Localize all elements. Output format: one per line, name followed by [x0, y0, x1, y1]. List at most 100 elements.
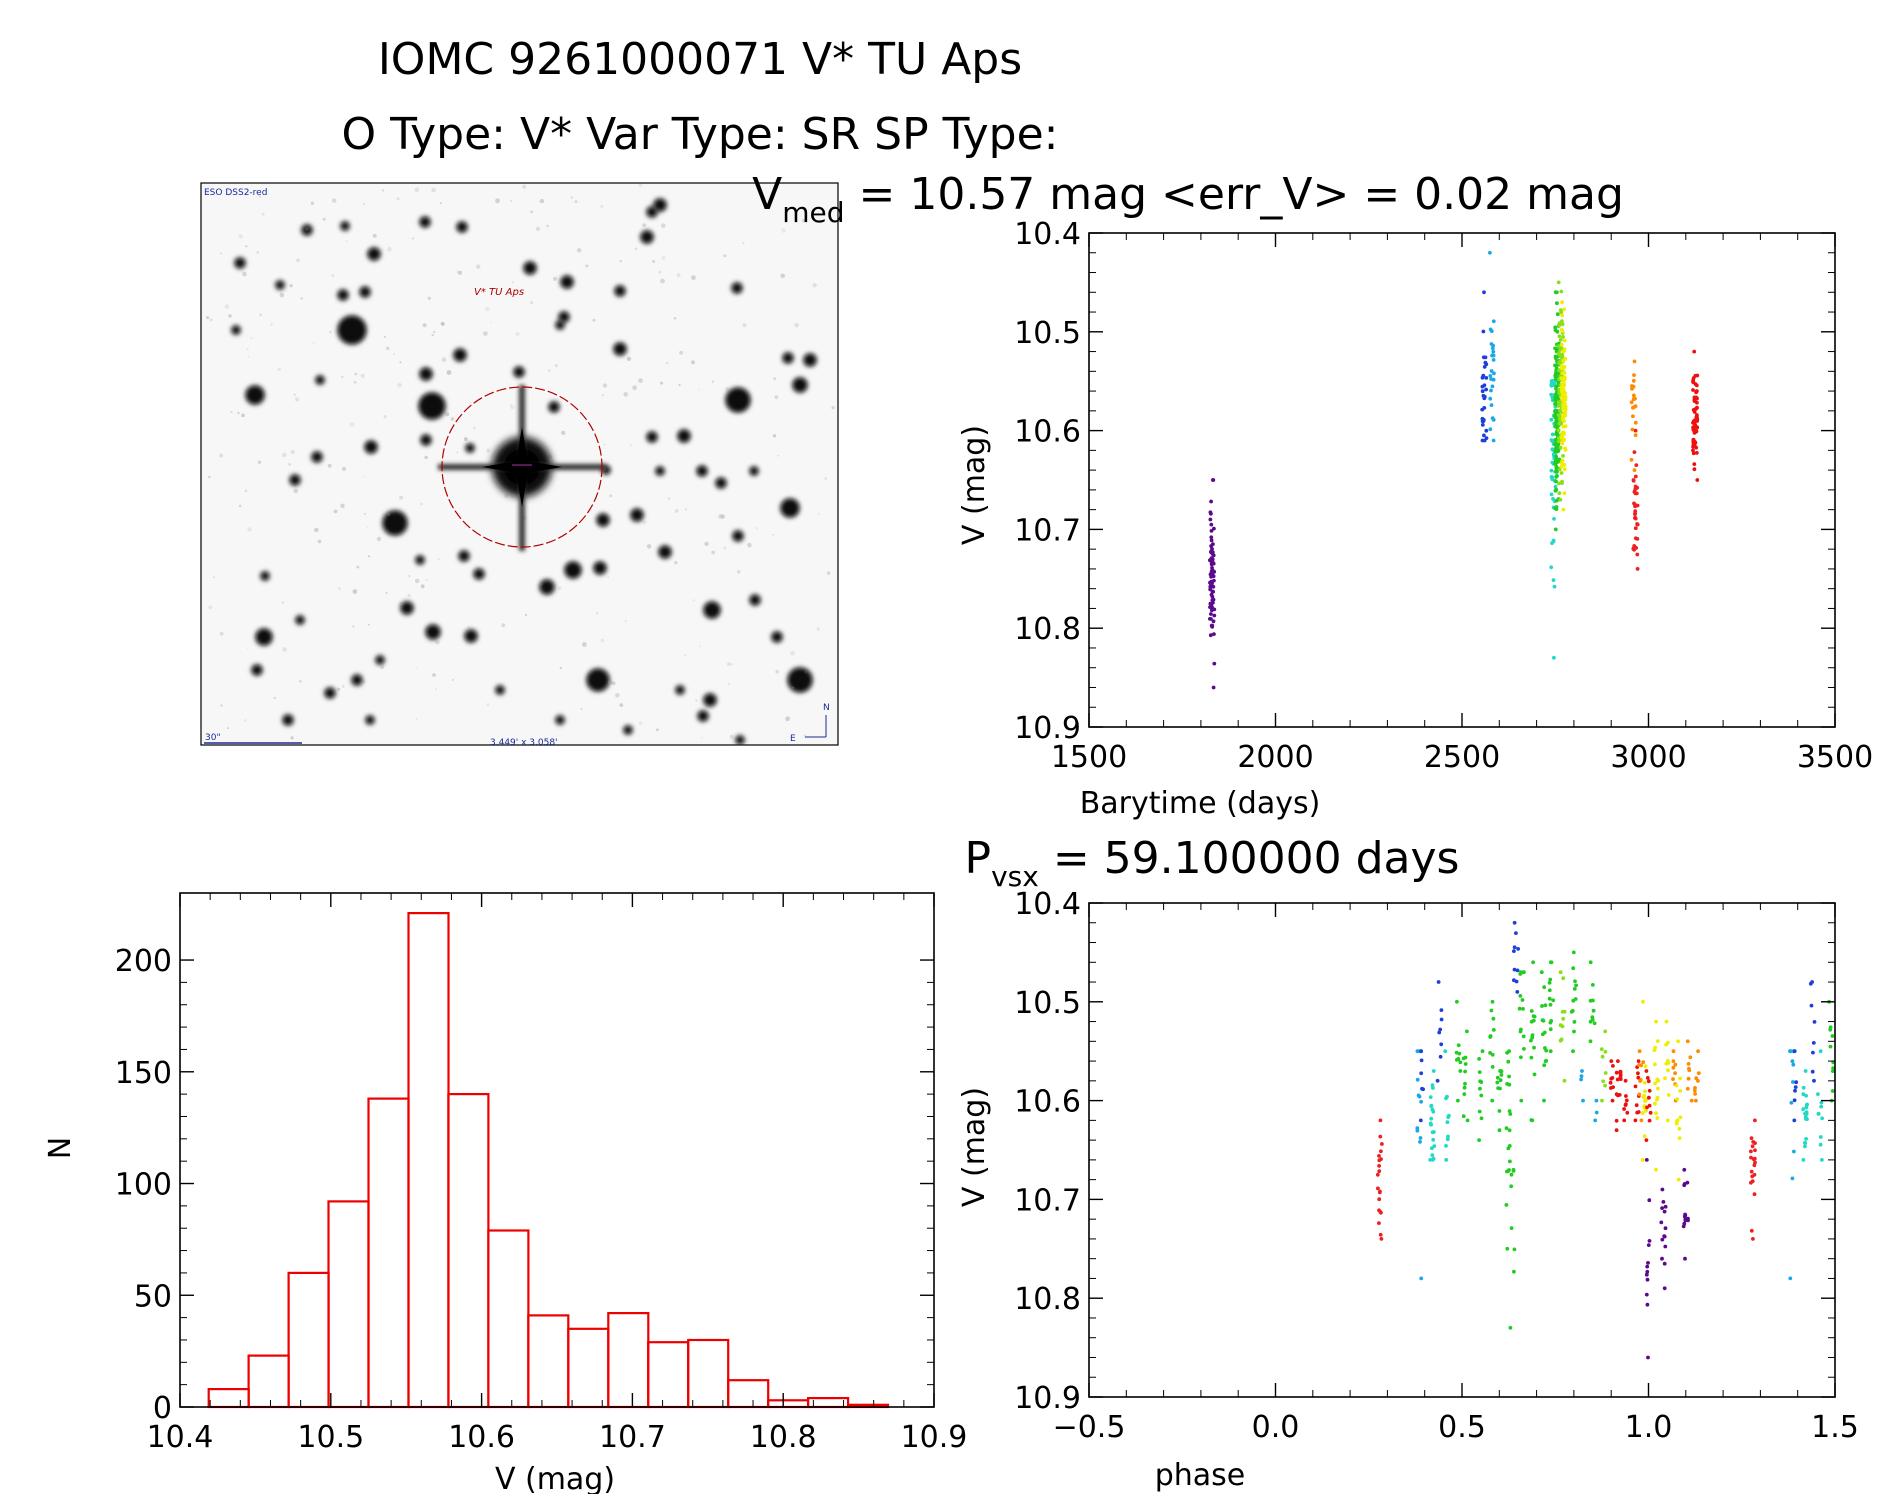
- sky-speckle: [376, 536, 382, 542]
- data-point: [1818, 1142, 1823, 1147]
- data-point: [1696, 1049, 1700, 1054]
- field-star: [641, 231, 653, 243]
- data-point: [1507, 1128, 1512, 1133]
- sky-speckle: [439, 202, 442, 205]
- sky-speckle: [603, 443, 606, 446]
- data-point: [1591, 1008, 1596, 1013]
- sky-speckle: [382, 513, 385, 516]
- sky-speckle: [530, 301, 534, 305]
- data-point: [1676, 1177, 1681, 1182]
- data-point: [1560, 1009, 1565, 1014]
- data-point: [1465, 1029, 1469, 1034]
- data-point: [1792, 1118, 1797, 1123]
- data-point: [1559, 464, 1564, 469]
- field-star: [457, 222, 467, 232]
- sky-speckle: [424, 455, 428, 460]
- sky-speckle: [422, 323, 427, 328]
- sky-speckle: [660, 381, 663, 385]
- data-point: [1678, 1089, 1683, 1093]
- data-point: [1558, 338, 1563, 342]
- field-star: [338, 290, 348, 300]
- field-star: [465, 630, 477, 642]
- field-star: [365, 441, 377, 453]
- data-point: [1656, 1086, 1660, 1091]
- histogram-bar: [327, 1200, 370, 1409]
- data-point: [1529, 1038, 1533, 1043]
- data-point: [1212, 526, 1216, 531]
- data-point: [1518, 994, 1523, 998]
- sky-speckle: [831, 406, 835, 410]
- sky-speckle: [511, 281, 514, 284]
- sky-speckle: [630, 444, 632, 446]
- field-star: [256, 629, 272, 645]
- data-point: [1750, 1144, 1755, 1149]
- data-point: [1803, 1140, 1807, 1145]
- data-point: [1488, 1035, 1493, 1039]
- data-point: [1639, 1118, 1644, 1123]
- lightcurve-ylabel: V (mag): [957, 425, 992, 545]
- data-point: [1791, 1080, 1795, 1084]
- data-point: [1480, 389, 1485, 394]
- data-point: [1594, 1098, 1599, 1103]
- data-point: [1431, 1086, 1435, 1090]
- field-star: [459, 551, 469, 561]
- field-star: [325, 688, 335, 698]
- data-point: [1600, 1054, 1605, 1059]
- data-point: [1548, 1027, 1553, 1032]
- data-point: [1550, 541, 1554, 545]
- sky-speckle: [356, 565, 360, 569]
- data-point: [1549, 468, 1554, 473]
- data-point: [1551, 578, 1556, 582]
- data-point: [1512, 1269, 1516, 1274]
- histogram-bar: [367, 1097, 410, 1409]
- data-point: [1530, 1035, 1535, 1040]
- data-point: [1209, 562, 1214, 567]
- sky-speckle: [270, 323, 273, 326]
- data-point: [1632, 489, 1637, 494]
- data-point: [1553, 354, 1558, 359]
- data-point: [1380, 1142, 1384, 1146]
- y-tick-label: 10.8: [1014, 1282, 1081, 1317]
- field-star: [261, 572, 269, 580]
- data-point: [1791, 1062, 1796, 1067]
- data-point: [1647, 1198, 1652, 1203]
- data-point: [1478, 1086, 1482, 1091]
- survey-label: ESO DSS2-red: [204, 188, 267, 198]
- data-point: [1549, 960, 1554, 965]
- data-point: [1438, 1054, 1443, 1059]
- field-star: [556, 321, 564, 329]
- field-star: [514, 367, 524, 377]
- field-star: [726, 388, 750, 412]
- field-star: [302, 225, 312, 235]
- data-point: [1749, 1155, 1753, 1160]
- data-point: [1685, 1086, 1690, 1091]
- data-point: [1573, 997, 1578, 1001]
- sky-speckle: [237, 411, 240, 415]
- data-point: [1561, 403, 1565, 407]
- sky-speckle: [695, 699, 698, 702]
- data-point: [1562, 467, 1567, 472]
- target-label: V* TU Aps: [474, 287, 524, 298]
- data-point: [1521, 1034, 1526, 1039]
- data-point: [1557, 361, 1561, 365]
- sky-speckle: [273, 696, 276, 700]
- sky-speckle: [310, 201, 314, 205]
- data-point: [1555, 312, 1560, 317]
- data-point: [1463, 1069, 1467, 1074]
- y-tick-label: 150: [115, 1056, 172, 1091]
- sky-speckle: [250, 337, 253, 340]
- data-point: [1557, 323, 1562, 328]
- data-point: [1529, 1055, 1534, 1060]
- data-point: [1636, 1071, 1640, 1076]
- sky-speckle: [698, 645, 701, 648]
- data-point: [1512, 967, 1517, 972]
- data-point: [1631, 414, 1635, 419]
- data-point: [1828, 1027, 1833, 1032]
- data-point: [1603, 1071, 1608, 1075]
- data-point: [1689, 1098, 1694, 1103]
- data-point: [1663, 1076, 1667, 1081]
- sky-speckle: [420, 584, 425, 589]
- data-point: [1609, 1059, 1614, 1063]
- data-point: [1818, 1135, 1823, 1139]
- data-point: [1209, 612, 1213, 616]
